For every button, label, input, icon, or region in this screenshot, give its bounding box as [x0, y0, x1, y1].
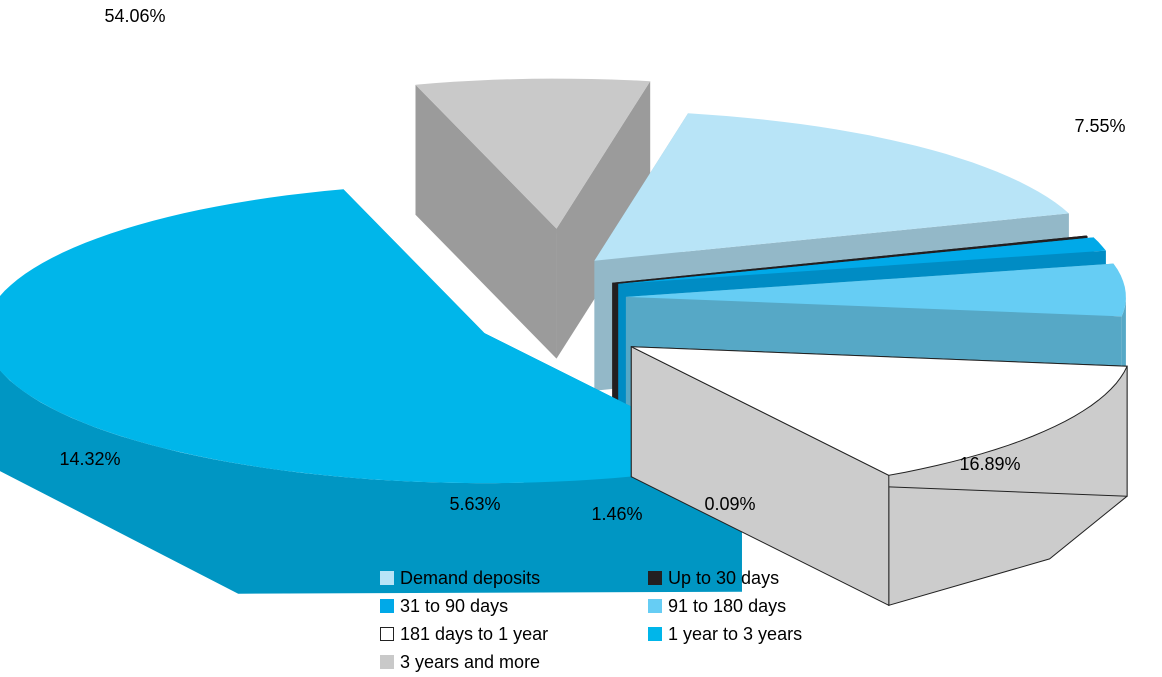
data-label-3-years-and-more: 7.55%	[1074, 116, 1125, 136]
legend-swatch	[648, 571, 662, 585]
pie-slices	[0, 78, 1128, 607]
legend-swatch	[380, 599, 394, 613]
data-label-up-to-30-days: 0.09%	[704, 494, 755, 514]
legend-swatch	[648, 627, 662, 641]
data-label-31-to-90-days: 1.46%	[591, 504, 642, 524]
legend-label: Up to 30 days	[668, 567, 780, 588]
slice-face-3-years-and-more	[415, 84, 557, 359]
legend-item-demand-deposits: Demand deposits	[380, 566, 648, 590]
legend-swatch	[380, 627, 394, 641]
legend: Demand deposits Up to 30 days 31 to 90 day…	[380, 566, 850, 674]
legend-label: 91 to 180 days	[668, 595, 787, 616]
slice-181-days-to-1-year	[630, 345, 1128, 607]
legend-item-181-days-to-1-year: 181 days to 1 year	[380, 622, 648, 646]
data-label-1-year-to-3-years: 54.06%	[104, 6, 165, 26]
pie-labels: 16.89% 0.09% 1.46% 5.63% 14.32% 54.06% 7.55%	[59, 6, 1125, 524]
slice-top-3-years-and-more	[415, 78, 651, 229]
slice-3-years-and-more	[415, 78, 651, 359]
legend-label: Demand deposits	[400, 567, 541, 588]
slice-top-up-to-30-days	[612, 235, 1088, 283]
legend-label: 1 year to 3 years	[668, 623, 803, 644]
slice-top-1-year-to-3-years	[0, 189, 742, 484]
slice-top-91-to-180-days	[625, 263, 1126, 317]
data-label-demand-deposits: 16.89%	[959, 454, 1020, 474]
slice-top-31-to-90-days	[618, 237, 1106, 284]
slice-face-3-years-and-more	[556, 81, 651, 359]
data-label-91-to-180-days: 5.63%	[449, 494, 500, 514]
slice-wall-1-year-to-3-years	[0, 370, 742, 594]
legend-item-31-to-90-days: 31 to 90 days	[380, 594, 648, 618]
legend-label: 3 years and more	[400, 651, 541, 672]
legend-item-91-to-180-days: 91 to 180 days	[648, 594, 848, 618]
legend-swatch	[648, 599, 662, 613]
legend-item-up-to-30-days: Up to 30 days	[648, 566, 848, 590]
legend-swatch	[380, 571, 394, 585]
legend-swatch	[380, 655, 394, 669]
legend-item-1-year-to-3-years: 1 year to 3 years	[648, 622, 848, 646]
slice-top-demand-deposits	[594, 113, 1069, 261]
data-label-181-days-to-1-year: 14.32%	[59, 449, 120, 469]
legend-label: 31 to 90 days	[400, 595, 509, 616]
legend-item-3-years-and-more: 3 years and more	[380, 650, 648, 674]
legend-label: 181 days to 1 year	[400, 623, 549, 644]
slice-1-year-to-3-years	[0, 189, 742, 594]
slice-top-181-days-to-1-year	[631, 346, 1128, 476]
